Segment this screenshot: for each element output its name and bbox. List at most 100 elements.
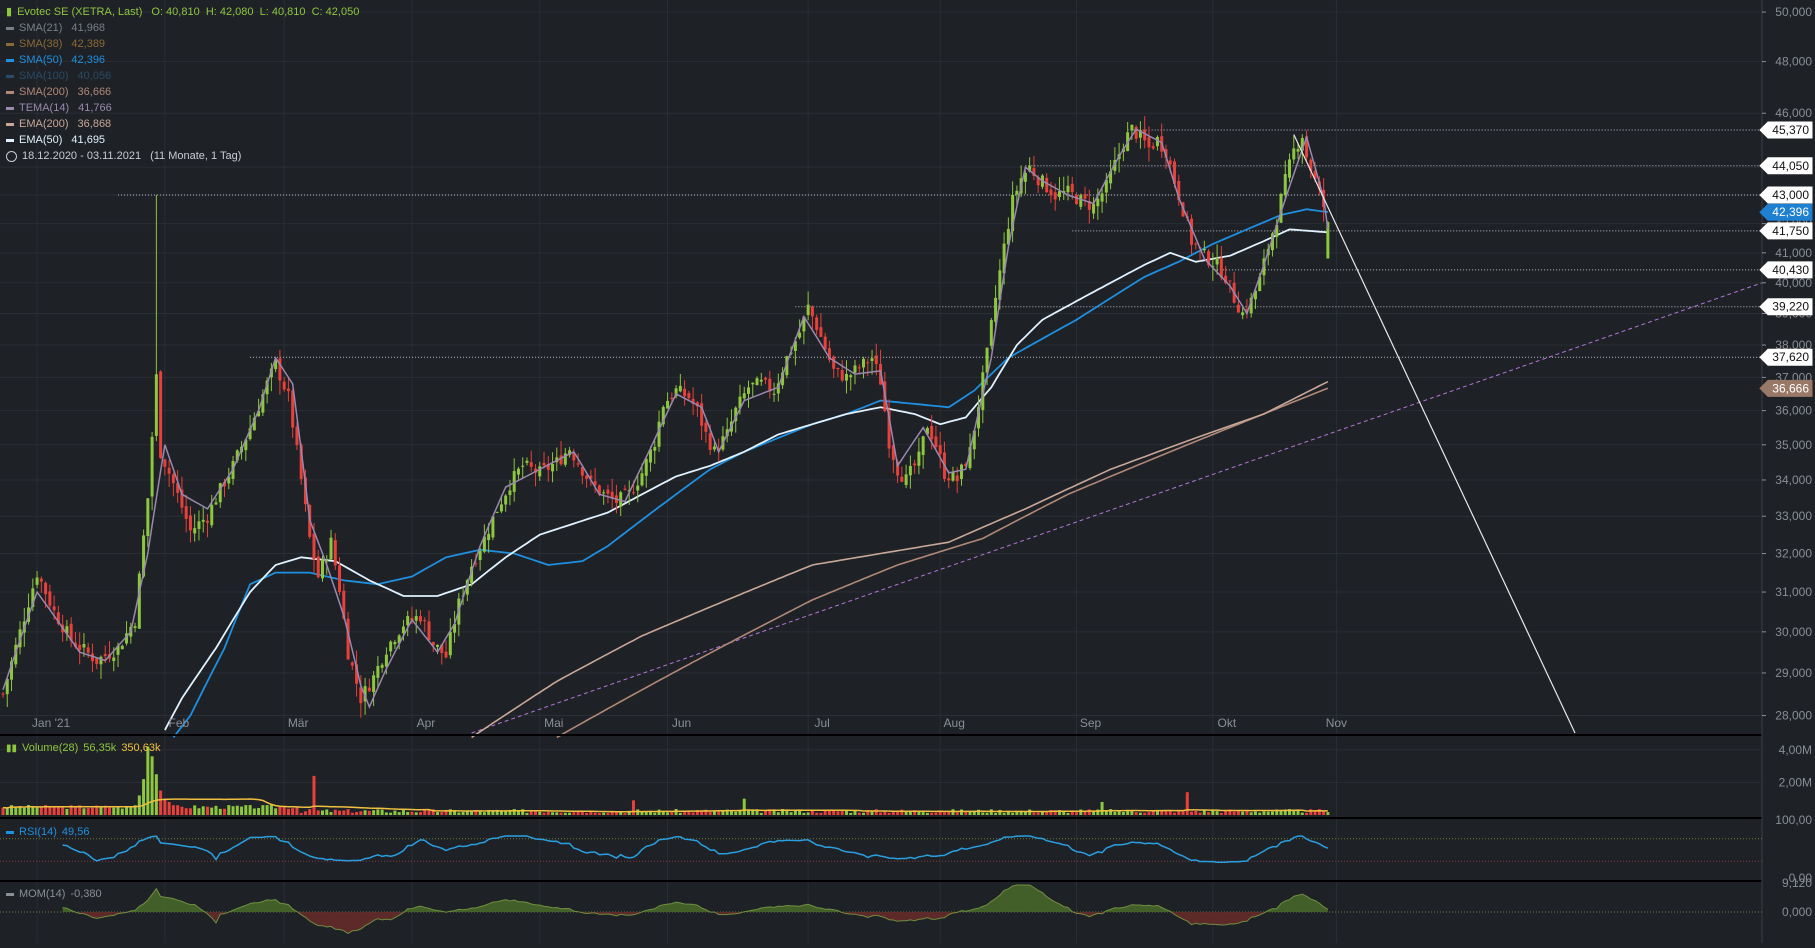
candle xyxy=(917,437,921,475)
candle xyxy=(333,533,337,571)
y-axis-label: 28,000 xyxy=(1775,709,1812,723)
volume-bar xyxy=(1241,811,1245,815)
indicator-row[interactable]: EMA(50) 41,695 xyxy=(6,132,359,148)
candle-body xyxy=(964,463,968,467)
candle xyxy=(857,364,861,375)
volume-bar xyxy=(614,811,618,815)
candle xyxy=(380,663,384,673)
candle-body xyxy=(1177,181,1181,201)
volume-bar xyxy=(1134,812,1138,815)
volume-bar xyxy=(86,808,90,815)
indicator-row[interactable]: EMA(200) 36,868 xyxy=(6,116,359,132)
volume-bar xyxy=(82,808,86,815)
volume-bar xyxy=(116,806,120,815)
volume-bar xyxy=(1300,812,1304,815)
candle-body xyxy=(389,641,393,652)
period-range: 18.12.2020 - 03.11.2021 xyxy=(22,150,142,162)
candle-body xyxy=(329,537,333,560)
volume-bar xyxy=(418,812,422,815)
indicator-swatch-icon xyxy=(6,58,14,62)
volume-bar xyxy=(440,812,444,815)
volume-bar xyxy=(1245,810,1249,815)
volume-bar xyxy=(589,810,593,815)
volume-bar xyxy=(1019,810,1023,815)
candle xyxy=(1126,121,1130,152)
candle-body xyxy=(700,403,704,426)
volume-bar xyxy=(1326,812,1330,815)
volume-bar xyxy=(1100,801,1104,815)
indicator-row[interactable]: SMA(21) 41,968 xyxy=(6,20,359,36)
volume-bar xyxy=(793,810,797,815)
candle-body xyxy=(572,452,576,461)
y-axis-label: 29,000 xyxy=(1775,666,1812,680)
indicator-row[interactable]: SMA(100) 40,056 xyxy=(6,68,359,84)
candle xyxy=(48,584,52,610)
candle-body xyxy=(112,657,116,662)
volume-bar xyxy=(891,812,895,815)
indicator-swatch-icon xyxy=(6,106,14,110)
volume-bar xyxy=(900,809,904,815)
candle-body xyxy=(78,644,82,651)
volume-bar xyxy=(188,808,192,815)
candle xyxy=(167,459,171,488)
candle xyxy=(1083,186,1087,207)
volume-bar xyxy=(585,812,589,815)
price-label-text: 44,050 xyxy=(1772,159,1809,173)
volume-bar xyxy=(768,809,772,815)
volume-bar xyxy=(10,805,14,815)
candle-body xyxy=(248,428,252,440)
price-label: 41,750 xyxy=(1759,222,1813,240)
candle-body xyxy=(529,462,533,467)
candle-body xyxy=(1300,137,1304,151)
candle xyxy=(1066,175,1070,201)
candle-body xyxy=(1075,195,1079,205)
ema50-line xyxy=(164,228,1328,731)
volume-bar xyxy=(180,806,184,815)
candle-body xyxy=(5,679,9,695)
candle xyxy=(610,478,614,509)
candle xyxy=(218,482,222,508)
volume-bar xyxy=(1,807,5,815)
volume-bars xyxy=(1,746,1330,815)
volume-bar xyxy=(657,809,661,815)
candle xyxy=(1087,189,1091,224)
indicator-row[interactable]: SMA(50) 42,396 xyxy=(6,52,359,68)
volume-bar xyxy=(1138,812,1142,815)
candle xyxy=(1283,160,1287,201)
candle-body xyxy=(551,464,555,472)
candle xyxy=(1138,121,1142,149)
candle-body xyxy=(31,588,35,608)
volume-bar xyxy=(1253,811,1257,815)
volume-bar xyxy=(14,807,18,815)
volume-bar xyxy=(453,810,457,815)
candle-body xyxy=(670,397,674,399)
candle xyxy=(585,474,589,488)
volume-bar xyxy=(282,806,286,815)
volume-bar xyxy=(65,808,69,815)
candle xyxy=(125,621,129,646)
x-axis-label: Nov xyxy=(1326,716,1347,730)
volume-bar xyxy=(1228,809,1232,815)
price-label-text: 42,396 xyxy=(1772,205,1809,219)
indicator-row[interactable]: SMA(200) 36,666 xyxy=(6,84,359,100)
indicator-row[interactable]: SMA(38) 42,389 xyxy=(6,36,359,52)
candle xyxy=(5,677,9,708)
candle-body xyxy=(188,515,192,531)
candle-body xyxy=(1032,168,1036,177)
indicator-row[interactable]: TEMA(14) 41,766 xyxy=(6,100,359,116)
y-axis-label: 31,000 xyxy=(1775,585,1812,599)
volume-bar xyxy=(1194,811,1198,815)
candle xyxy=(1130,124,1134,140)
candle-body xyxy=(661,406,665,425)
volume-legend: ▮▮ Volume(28) 56,35k 350,63k xyxy=(6,742,160,754)
candle-body xyxy=(478,551,482,561)
candle xyxy=(1279,192,1283,224)
candle-body xyxy=(401,626,405,634)
volume-bar xyxy=(725,809,729,815)
volume-bar xyxy=(1313,810,1317,815)
candle-body xyxy=(1134,126,1138,139)
volume-bar xyxy=(913,810,917,815)
candle xyxy=(785,355,789,379)
